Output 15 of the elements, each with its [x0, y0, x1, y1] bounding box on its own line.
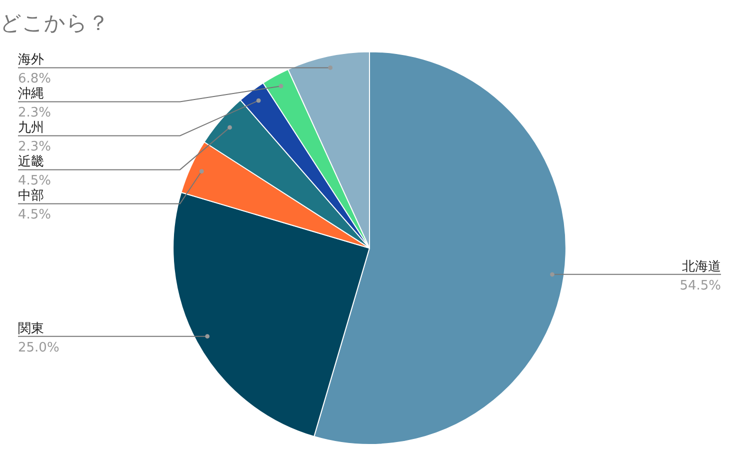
data-label: 4.5% — [18, 208, 52, 223]
slice-label: 関東 — [18, 321, 44, 336]
slice-label: 北海道 — [682, 259, 721, 274]
data-label: 2.3% — [18, 106, 52, 121]
data-label: 2.3% — [18, 140, 52, 155]
slice-label: 海外 — [18, 52, 44, 68]
slice-label: 九州 — [18, 120, 44, 136]
chart-title: どこから？ — [0, 11, 109, 36]
data-label: 54.5% — [680, 278, 721, 294]
data-label: 4.5% — [18, 174, 52, 189]
data-label: 25.0% — [18, 340, 60, 356]
slice-label: 沖縄 — [18, 86, 44, 102]
slice-label: 中部 — [18, 188, 44, 204]
slice-label: 近畿 — [18, 154, 44, 170]
data-label: 6.8% — [18, 72, 52, 87]
